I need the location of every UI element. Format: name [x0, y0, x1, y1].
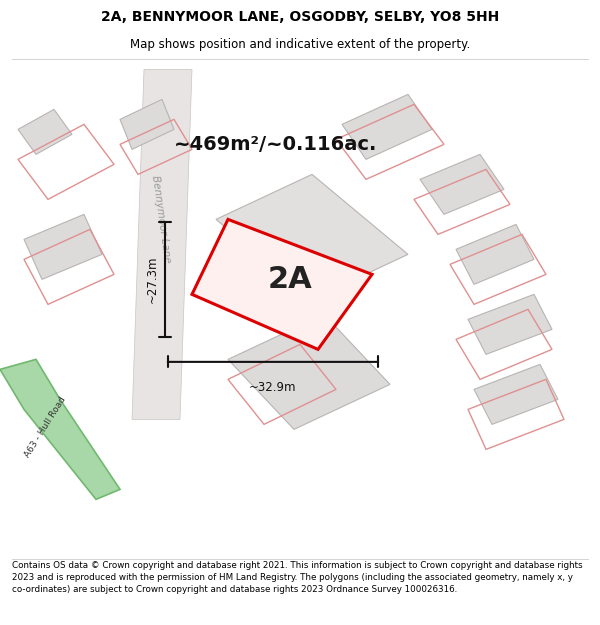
Polygon shape: [468, 294, 552, 354]
Polygon shape: [132, 69, 192, 419]
Text: 2A: 2A: [267, 265, 312, 294]
Polygon shape: [420, 154, 504, 214]
Polygon shape: [18, 109, 72, 154]
Polygon shape: [192, 219, 372, 349]
Text: A63 - Hull Road: A63 - Hull Road: [23, 395, 67, 459]
Text: ~32.9m: ~32.9m: [249, 381, 297, 394]
Text: Contains OS data © Crown copyright and database right 2021. This information is : Contains OS data © Crown copyright and d…: [12, 561, 583, 594]
Polygon shape: [342, 94, 432, 159]
Text: Bennymoor Lane: Bennymoor Lane: [149, 175, 172, 264]
Text: ~469m²/~0.116ac.: ~469m²/~0.116ac.: [175, 135, 377, 154]
Polygon shape: [0, 359, 120, 499]
Polygon shape: [216, 174, 408, 299]
Polygon shape: [228, 314, 390, 429]
Polygon shape: [120, 99, 174, 149]
Polygon shape: [456, 224, 534, 284]
Text: 2A, BENNYMOOR LANE, OSGODBY, SELBY, YO8 5HH: 2A, BENNYMOOR LANE, OSGODBY, SELBY, YO8 …: [101, 10, 499, 24]
Text: Map shows position and indicative extent of the property.: Map shows position and indicative extent…: [130, 38, 470, 51]
Polygon shape: [24, 214, 102, 279]
Polygon shape: [474, 364, 558, 424]
Text: ~27.3m: ~27.3m: [145, 256, 158, 303]
